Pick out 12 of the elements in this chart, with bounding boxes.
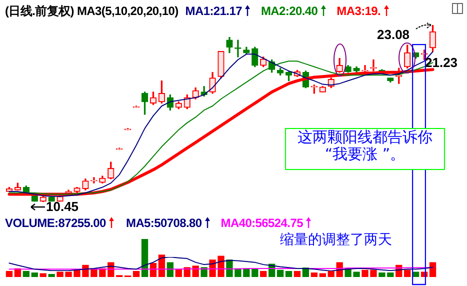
annotation: 这两颗阳线都告诉你 “我要涨 ”。 [285,128,445,170]
annotation: 21.23 [425,55,458,70]
annotation: 10.45 [46,199,79,214]
legend-label: MA2:20.40 [260,4,318,18]
legend-label: MA1:21.17 [185,4,242,18]
legend-label: MA3:19. [336,4,381,18]
legend-label: MA5:50708.80 [126,216,202,230]
legend-label: MA40:56524.75 [220,216,303,230]
annotation: 缩量的调整了两天 [280,232,392,248]
legend-label: VOLUME:87255.00 [5,216,106,230]
annotation: 23.08 [377,27,410,42]
chart-title: (日线.前复权) MA3(5,10,20,20,10) [5,4,178,18]
